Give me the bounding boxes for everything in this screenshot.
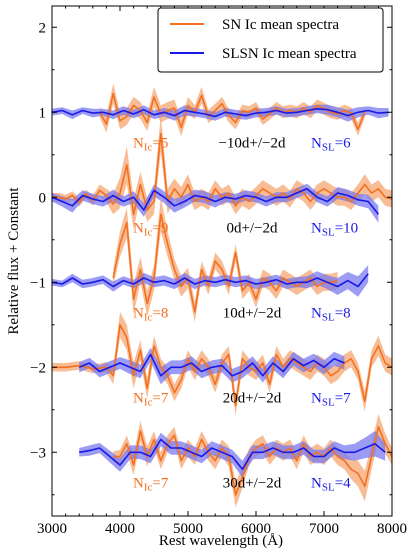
x-tick-label: 4000 <box>105 521 135 537</box>
n-ic-count: =5 <box>152 135 168 151</box>
x-tick-label: 7000 <box>309 521 339 537</box>
n-sl-subscript: SL <box>322 141 335 153</box>
n-sl-label-0: NSL=6 <box>311 135 351 153</box>
phase-label-3: 20d+/−2d <box>223 390 282 406</box>
n-ic-symbol: N <box>133 135 144 151</box>
legend: SN Ic mean spectra SLSN Ic mean spectra <box>157 7 384 73</box>
n-ic-subscript: Ic <box>144 311 153 323</box>
y-tick-label: 0 <box>39 190 47 206</box>
n-ic-symbol: N <box>133 390 144 406</box>
sn-ic-band-1 <box>52 114 392 230</box>
n-ic-label-4: NIc=7 <box>133 475 169 493</box>
n-sl-count: =4 <box>335 475 351 491</box>
n-ic-count: =7 <box>152 390 168 406</box>
n-sl-subscript: SL <box>322 226 335 238</box>
y-tick-label: −2 <box>30 360 46 376</box>
n-ic-subscript: Ic <box>144 141 153 153</box>
slsn-mean-line-2 <box>52 273 369 288</box>
x-tick-label: 6000 <box>241 521 271 537</box>
phase-label-1: 0d+/−2d <box>226 220 278 236</box>
n-sl-symbol: N <box>311 390 322 406</box>
sn-ic-mean-line-3 <box>52 324 392 407</box>
phase-label-0: −10d+/−2d <box>218 135 286 151</box>
slsn-band-3 <box>79 347 345 385</box>
n-sl-label-2: NSL=8 <box>311 305 351 323</box>
n-ic-label-1: NIc=9 <box>133 220 168 238</box>
n-ic-count: =8 <box>152 305 168 321</box>
n-sl-count: =6 <box>335 135 351 151</box>
n-ic-subscript: Ic <box>144 226 153 238</box>
sn-ic-band-4 <box>113 414 392 508</box>
n-sl-subscript: SL <box>322 311 335 323</box>
n-sl-count: =10 <box>335 220 358 236</box>
y-tick-label: −3 <box>30 445 46 461</box>
legend-label-sn-ic: SN Ic mean spectra <box>222 17 339 33</box>
n-ic-symbol: N <box>133 475 144 491</box>
legend-box <box>157 7 384 73</box>
n-ic-subscript: Ic <box>144 481 153 493</box>
n-sl-label-3: NSL=7 <box>311 390 351 408</box>
slsn-mean-line-3 <box>78 353 345 377</box>
slsn-mean-line-1 <box>52 188 380 215</box>
n-sl-count: =8 <box>335 305 351 321</box>
n-ic-label-0: NIc=5 <box>133 135 168 153</box>
plot-area <box>52 83 392 508</box>
n-sl-label-1: NSL=10 <box>311 220 358 238</box>
n-ic-subscript: Ic <box>144 396 153 408</box>
slsn-mean-line-0 <box>52 108 389 118</box>
n-ic-count: =9 <box>152 220 168 236</box>
n-sl-count: =7 <box>335 390 351 406</box>
x-tick-label: 5000 <box>173 521 203 537</box>
y-tick-label: −1 <box>30 275 46 291</box>
n-sl-subscript: SL <box>322 481 335 493</box>
sn-ic-mean-line-0 <box>98 92 366 131</box>
phase-label-4: 30d+/−2d <box>223 475 282 491</box>
y-axis-title: Relative flux + Constant <box>6 187 22 335</box>
n-sl-label-4: NSL=4 <box>311 475 351 493</box>
sn-ic-mean-line-2 <box>112 213 338 313</box>
n-ic-count: =7 <box>152 475 168 491</box>
axes: 3000 4000 5000 6000 7000 8000 2 1 0 −1 −2 −3 <box>30 5 407 537</box>
phase-label-2: 10d+/−2d <box>223 305 282 321</box>
n-sl-symbol: N <box>311 135 322 151</box>
x-axis-title: Rest wavelength (Å) <box>159 533 283 549</box>
n-ic-symbol: N <box>133 220 144 236</box>
y-tick-label: 2 <box>39 20 47 36</box>
plot-frame <box>51 5 393 517</box>
slsn-mean-line-4 <box>79 438 386 471</box>
n-sl-symbol: N <box>311 475 322 491</box>
n-ic-symbol: N <box>133 305 144 321</box>
legend-label-slsn: SLSN Ic mean spectra <box>222 46 357 62</box>
n-sl-symbol: N <box>311 305 322 321</box>
x-tick-label: 8000 <box>377 521 407 537</box>
y-tick-label: 1 <box>39 105 47 121</box>
x-tick-label: 3000 <box>37 521 67 537</box>
n-sl-symbol: N <box>311 220 322 236</box>
n-ic-label-2: NIc=8 <box>133 305 168 323</box>
n-ic-label-3: NIc=7 <box>133 390 169 408</box>
n-sl-subscript: SL <box>322 396 335 408</box>
